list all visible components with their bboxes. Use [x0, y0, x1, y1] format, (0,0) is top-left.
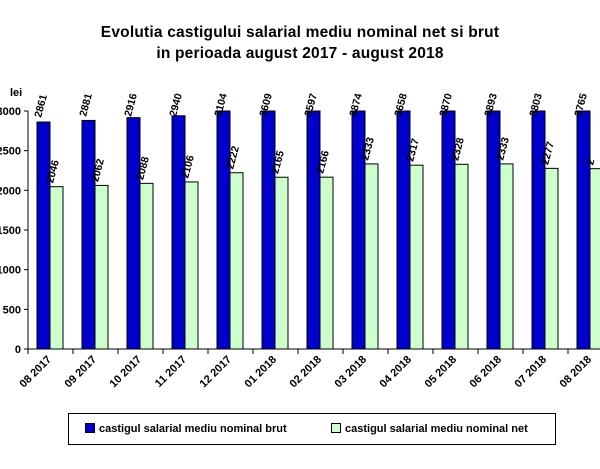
- data-label-net: 2166: [314, 149, 332, 175]
- legend-label-brut: castigul salarial mediu nominal brut: [99, 423, 287, 435]
- x-tick-label: 06 2018: [468, 354, 505, 391]
- x-tick-label: 05 2018: [423, 354, 460, 391]
- data-label-net: 2333: [359, 136, 377, 162]
- data-label-net: 2333: [494, 136, 512, 162]
- bar-net: [184, 181, 199, 350]
- bar-net: [274, 176, 289, 350]
- legend-label-net: castigul salarial mediu nominal net: [345, 423, 528, 435]
- data-label-net: 2328: [449, 136, 467, 162]
- y-axis-label: lei: [10, 87, 22, 99]
- data-label-net: 2062: [89, 157, 107, 183]
- data-label-brut: 2916: [122, 92, 140, 118]
- bar-net: [544, 167, 559, 350]
- bar-net: [229, 172, 244, 350]
- data-label-brut: 3803: [527, 92, 545, 118]
- bar-brut: [261, 110, 276, 350]
- y-tick-label: 2000: [0, 185, 21, 197]
- chart-legend: castigul salarial mediu nominal brut cas…: [68, 413, 556, 445]
- y-tick-label: 0: [15, 344, 21, 356]
- data-label-brut: 3658: [392, 92, 410, 118]
- bar-net: [319, 176, 334, 350]
- bar-net: [589, 168, 600, 350]
- x-tick-label: 04 2018: [378, 354, 415, 391]
- x-tick-label: 08 2017: [18, 354, 55, 391]
- data-label-brut: 3609: [257, 92, 275, 118]
- data-label-brut: 3597: [302, 92, 320, 118]
- data-label-brut: 3765: [572, 92, 590, 118]
- legend-item-brut: castigul salarial mediu nominal brut: [85, 423, 287, 435]
- data-label-net: 2: [584, 158, 597, 167]
- data-label-net: 2277: [539, 140, 557, 166]
- y-tick-label: 3000: [0, 106, 21, 118]
- bar-brut: [36, 121, 51, 350]
- legend-swatch-brut: [85, 423, 95, 434]
- data-label-brut: 3893: [482, 92, 500, 118]
- bar-net: [409, 164, 424, 350]
- data-label-brut: 2940: [167, 92, 185, 118]
- y-tick-label: 500: [3, 304, 21, 316]
- data-label-net: 2106: [179, 154, 197, 180]
- data-label-net: 2317: [404, 137, 422, 163]
- x-tick-label: 01 2018: [243, 354, 280, 391]
- chart-subtitle: in perioada august 2017 - august 2018: [156, 45, 444, 62]
- data-label-brut: 2861: [32, 93, 50, 119]
- x-tick-label: 10 2017: [108, 354, 145, 391]
- y-tick-label: 1000: [0, 265, 21, 277]
- data-label-net: 2088: [134, 155, 152, 181]
- data-label-net: 2222: [224, 145, 242, 171]
- data-label-brut: 3104: [212, 92, 230, 118]
- data-label-net: 2165: [269, 149, 287, 175]
- legend-item-net: castigul salarial mediu nominal net: [331, 423, 528, 435]
- x-tick-label: 03 2018: [333, 354, 370, 391]
- bar-brut: [306, 110, 321, 350]
- x-tick-label: 09 2017: [63, 354, 100, 391]
- y-tick-label: 2500: [0, 146, 21, 158]
- bar-net: [364, 163, 379, 350]
- data-label-brut: 3870: [437, 92, 455, 118]
- data-label-brut: 3874: [347, 92, 365, 118]
- bar-brut: [171, 115, 186, 350]
- bar-net: [454, 163, 469, 350]
- bar-net: [139, 182, 154, 350]
- bar-brut: [216, 110, 231, 350]
- bar-net: [49, 186, 64, 350]
- bar-net: [94, 184, 109, 350]
- x-tick-label: 07 2018: [513, 354, 550, 391]
- x-tick-label: 02 2018: [288, 354, 325, 391]
- data-label-brut: 2881: [77, 92, 95, 118]
- x-tick-label: 12 2017: [198, 354, 235, 391]
- bar-brut: [126, 117, 141, 350]
- legend-swatch-net: [331, 423, 341, 434]
- bar-net: [499, 163, 514, 350]
- bar-brut: [576, 110, 591, 350]
- data-label-net: 2046: [44, 159, 62, 185]
- bar-brut: [81, 119, 96, 350]
- x-tick-label: 08 2018: [558, 354, 595, 391]
- chart-title: Evolutia castigului salarial mediu nomin…: [100, 24, 500, 41]
- y-tick-label: 1500: [0, 225, 21, 237]
- x-tick-label: 11 2017: [153, 354, 189, 390]
